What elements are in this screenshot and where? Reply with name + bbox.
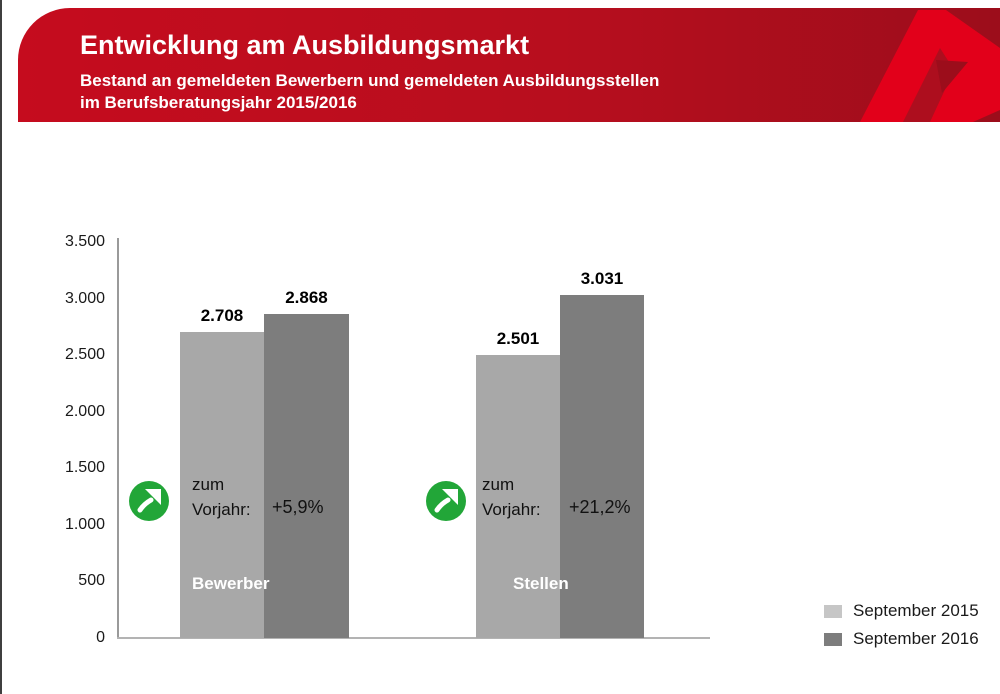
- legend-swatch-september-2015: [824, 604, 842, 618]
- y-axis-tick-label: 3.500: [64, 233, 105, 250]
- logo-a-main: [860, 10, 1000, 122]
- logo-a-counter: [936, 60, 968, 93]
- annotation-line-1: zum: [192, 475, 225, 494]
- subtitle-line-2: im Berufsberatungsjahr 2015/2016: [80, 93, 357, 112]
- value-label-stellen-2015: 2.501: [496, 329, 540, 348]
- y-axis-tick-label: 500: [78, 572, 105, 590]
- annotation-percent-bewerber: +5,9%: [272, 497, 324, 517]
- category-label-stellen: Stellen: [513, 574, 569, 593]
- legend-label: September 2015: [853, 601, 979, 620]
- bar-bewerber-september-2015: [180, 332, 264, 638]
- annotation-text-bewerber: zum Vorjahr:: [192, 472, 251, 522]
- bundesagentur-a-logo-icon: [860, 10, 1000, 122]
- y-axis-line: [117, 238, 119, 638]
- value-label-bewerber-2016: 2.868: [285, 288, 328, 307]
- y-axis-tick-label: 1.500: [64, 459, 105, 477]
- page-title: Entwicklung am Ausbildungsmarkt: [80, 30, 530, 60]
- value-label-stellen-2016: 3.031: [580, 269, 624, 288]
- legend-item-september-2016: September 2016: [824, 629, 979, 649]
- annotation-line-2: Vorjahr:: [192, 500, 251, 519]
- legend-item-september-2015: September 2015: [824, 601, 979, 621]
- bar-bewerber-september-2016: [264, 314, 349, 638]
- y-axis-tick-label: 2.500: [64, 346, 105, 364]
- annotation-line-2: Vorjahr:: [482, 500, 541, 519]
- x-axis-line: [117, 637, 710, 639]
- legend-label: September 2016: [853, 629, 979, 648]
- annotation-text-stellen: zum Vorjahr:: [482, 472, 541, 522]
- annotation-line-1: zum: [482, 475, 515, 494]
- trend-up-icon: [426, 481, 466, 521]
- trend-up-icon: [129, 481, 169, 521]
- bar-stellen-september-2015: [476, 355, 560, 638]
- bar-stellen-september-2016: [560, 295, 644, 638]
- y-axis-tick-label: 0: [96, 629, 105, 646]
- header-band: Entwicklung am Ausbildungsmarkt Bestand …: [18, 8, 1000, 122]
- annotation-percent-stellen: +21,2%: [569, 497, 631, 517]
- category-label-bewerber: Bewerber: [192, 574, 270, 593]
- y-axis-tick-label: 2.000: [64, 402, 105, 420]
- y-axis-tick-label: 3.000: [64, 289, 105, 307]
- legend-swatch-september-2016: [824, 632, 842, 646]
- y-axis: 3.500 3.000 2.500 2.000 1.500 1.000 500 0: [35, 0, 105, 694]
- page-subtitle: Bestand an gemeldeten Bewerbern und geme…: [80, 70, 659, 114]
- subtitle-line-1: Bestand an gemeldeten Bewerbern und geme…: [80, 71, 660, 90]
- value-label-bewerber-2015: 2.708: [200, 306, 244, 325]
- y-axis-tick-label: 1.000: [64, 515, 105, 533]
